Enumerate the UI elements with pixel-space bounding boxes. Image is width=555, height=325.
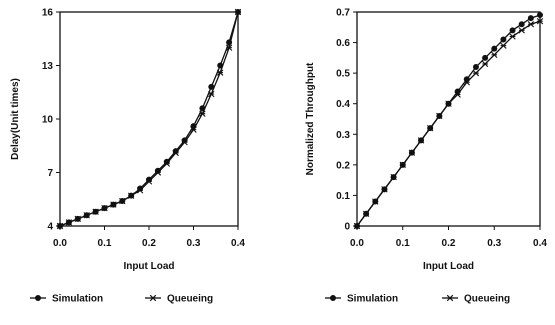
delay-queueing-point [56, 222, 64, 230]
throughput-plot-frame [356, 11, 541, 227]
throughput-y-tick-label: 0.7 [336, 8, 350, 19]
throughput-queueing-point [454, 91, 461, 98]
throughput-simulation-point [509, 27, 516, 34]
throughput-y-tick-label: 0 [344, 222, 350, 233]
delay-y-tick-label: 16 [42, 8, 54, 19]
throughput-simulation-point [537, 12, 544, 19]
delay-queueing-point [92, 208, 99, 215]
throughput-simulation-point [472, 64, 479, 71]
throughput-y-tick-label: 0.2 [336, 160, 350, 171]
delay-x-tick-label: 0.4 [231, 238, 245, 249]
delay-queueing-point [110, 201, 117, 208]
throughput-queueing-point [527, 21, 535, 28]
throughput-simulation-point [527, 15, 534, 22]
throughput-queueing-point [353, 222, 361, 230]
delay-queueing-point [136, 187, 144, 194]
throughput-simulation-point [491, 45, 498, 52]
throughput-queueing-point [390, 173, 397, 181]
throughput-queueing-point [445, 100, 452, 107]
throughput-x-tick-label: 0.1 [396, 238, 410, 249]
delay-legend-simulation-label: Simulation [52, 294, 103, 305]
throughput-legend-simulation-label: Simulation [347, 294, 398, 305]
throughput-x-tick-label: 0.2 [442, 238, 456, 249]
delay-x-tick-label: 0.2 [142, 238, 156, 249]
delay-queueing-point [163, 160, 170, 167]
throughput-legend-simulation-marker [329, 294, 336, 301]
throughput-queueing-point [509, 33, 516, 40]
throughput-queueing-point [472, 69, 480, 77]
delay-y-tick-label: 13 [42, 61, 54, 72]
throughput-queueing-point [408, 149, 416, 156]
delay-legend-queueing-label: Queueing [167, 294, 213, 305]
delay-queueing-point [101, 204, 108, 212]
throughput-x-tick-label: 0.4 [533, 238, 547, 249]
throughput-queueing-point [362, 210, 370, 217]
throughput-legend-queueing: Queueing [442, 294, 510, 305]
delay-chart: 0.0 0.1 0.2 0.3 0.4 4 7 10 13 16 Input Load Delay(U… [10, 8, 245, 305]
delay-y-tick-label: 7 [47, 168, 53, 179]
delay-queueing-point [128, 192, 135, 199]
delay-legend-simulation: Simulation [30, 294, 103, 305]
throughput-simulation-point [500, 36, 507, 43]
delay-plot-frame [59, 11, 239, 227]
delay-x-tick-label: 0.3 [187, 238, 201, 249]
delay-queueing-point [154, 169, 162, 176]
throughput-queueing-point [463, 79, 470, 86]
throughput-y-tick-label: 0.4 [336, 99, 350, 110]
throughput-queueing-point [399, 161, 406, 169]
delay-x-tick-label: 0.1 [98, 238, 112, 249]
delay-x-tick-label: 0.0 [53, 238, 67, 249]
throughput-simulation-point [482, 54, 489, 61]
throughput-queueing-point [481, 60, 489, 68]
throughput-x-tick-label: 0.3 [487, 238, 501, 249]
delay-x-axis-label: Input Load [123, 261, 174, 272]
throughput-y-tick-label: 0.1 [336, 191, 350, 202]
delay-queueing-point [74, 215, 81, 223]
delay-queueing-point [181, 138, 188, 146]
delay-y-tick-label: 4 [47, 222, 53, 233]
delay-queueing-point [190, 126, 197, 133]
throughput-simulation-point [518, 21, 525, 28]
throughput-y-axis-label: Normalized Throughput [305, 62, 316, 175]
throughput-queueing-point [500, 42, 507, 49]
delay-legend-queueing-marker [149, 294, 157, 302]
delay-queueing-point [234, 8, 242, 16]
delay-queueing-line [59, 11, 239, 227]
delay-queueing-point [83, 212, 90, 219]
delay-queueing-point [225, 44, 233, 51]
throughput-queueing-point [436, 112, 443, 120]
delay-y-tick-label: 10 [42, 115, 54, 126]
delay-simulation-line [59, 11, 239, 227]
delay-legend-simulation-marker [35, 294, 42, 301]
delay-queueing-point [208, 90, 215, 98]
throughput-x-axis-label: Input Load [423, 261, 474, 272]
delay-queueing-point [172, 149, 179, 157]
delay-y-axis-label: Delay(Unit times) [10, 78, 21, 160]
throughput-queueing-point [417, 137, 425, 144]
throughput-queueing-point [427, 124, 434, 132]
delay-queueing-point [217, 69, 224, 76]
throughput-queueing-point [381, 186, 388, 193]
throughput-legend-simulation: Simulation [325, 294, 398, 305]
throughput-queueing-line [356, 20, 541, 227]
delay-queueing-point [199, 110, 206, 117]
throughput-y-tick-label: 0.6 [336, 38, 350, 49]
throughput-x-tick-label: 0.0 [350, 238, 364, 249]
throughput-queueing-point [372, 198, 379, 205]
throughput-y-tick-label: 0.3 [336, 130, 350, 141]
throughput-legend-queueing-label: Queueing [464, 294, 510, 305]
throughput-y-tick-label: 0.5 [336, 69, 350, 80]
delay-queueing-point [145, 178, 153, 185]
throughput-legend-queueing-marker [446, 294, 454, 302]
delay-queueing-point [65, 219, 73, 226]
throughput-queueing-point [536, 17, 544, 25]
throughput-queueing-point [491, 51, 498, 58]
delay-queueing-point [119, 197, 126, 205]
delay-legend-queueing: Queueing [145, 294, 213, 305]
throughput-chart: 0.0 0.1 0.2 0.3 0.4 0 0.1 0.2 0.3 0.4 0.5 0.6 0.7 Inp… [305, 8, 547, 305]
throughput-queueing-point [518, 27, 525, 34]
throughput-simulation-line [356, 14, 541, 227]
